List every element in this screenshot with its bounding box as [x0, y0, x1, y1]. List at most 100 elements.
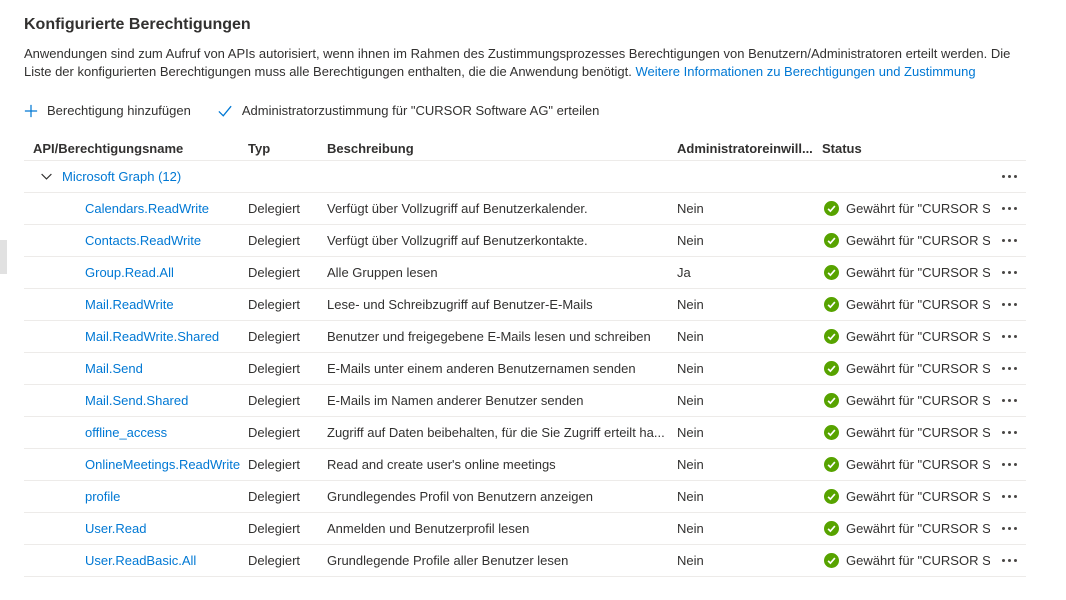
permission-name-cell: Mail.Send — [24, 361, 248, 376]
admin-consent-value: Nein — [677, 201, 704, 216]
ellipsis-icon — [1001, 431, 1017, 434]
permission-description: Grundlegendes Profil von Benutzern anzei… — [327, 489, 593, 504]
granted-check-icon — [824, 233, 839, 248]
row-menu-button[interactable] — [992, 161, 1026, 192]
permission-name-cell: Mail.Send.Shared — [24, 393, 248, 408]
row-menu-button[interactable] — [992, 289, 1026, 320]
permission-name-link[interactable]: Mail.Send — [85, 361, 143, 376]
permission-status: Gewährt für "CURSOR S... — [822, 233, 992, 248]
permission-row[interactable]: User.ReadBasic.All Delegiert Grundlegend… — [24, 545, 1026, 577]
permission-name-cell: profile — [24, 489, 248, 504]
granted-check-icon — [824, 201, 839, 216]
permission-name-link[interactable]: Group.Read.All — [85, 265, 174, 280]
permission-status: Gewährt für "CURSOR S... — [822, 201, 992, 216]
permission-description: Verfügt über Vollzugriff auf Benutzerkal… — [327, 201, 588, 216]
row-menu-button[interactable] — [992, 481, 1026, 512]
permission-description: Verfügt über Vollzugriff auf Benutzerkon… — [327, 233, 588, 248]
permission-row[interactable]: OnlineMeetings.ReadWrite Delegiert Read … — [24, 449, 1026, 481]
permission-name-link[interactable]: Mail.ReadWrite — [85, 297, 174, 312]
permission-name-link[interactable]: Contacts.ReadWrite — [85, 233, 202, 248]
row-menu-button[interactable] — [992, 257, 1026, 288]
permission-name-link[interactable]: User.ReadBasic.All — [85, 553, 197, 568]
status-text: Gewährt für "CURSOR S... — [846, 521, 990, 536]
permission-name-link[interactable]: OnlineMeetings.ReadWrite — [85, 457, 241, 472]
permission-status: Gewährt für "CURSOR S... — [822, 361, 992, 376]
permission-type: Delegiert — [248, 201, 301, 216]
permission-row[interactable]: profile Delegiert Grundlegendes Profil v… — [24, 481, 1026, 513]
row-menu-button[interactable] — [992, 385, 1026, 416]
permission-name-cell: offline_access — [24, 425, 248, 440]
granted-check-icon — [824, 361, 839, 376]
chevron-down-icon — [40, 170, 53, 183]
status-text: Gewährt für "CURSOR S... — [846, 393, 990, 408]
permission-name-cell: Contacts.ReadWrite — [24, 233, 248, 248]
permission-name-cell: User.Read — [24, 521, 248, 536]
permission-type: Delegiert — [248, 265, 301, 280]
admin-consent-value: Nein — [677, 329, 704, 344]
plus-icon — [24, 104, 38, 118]
permission-row[interactable]: Calendars.ReadWrite Delegiert Verfügt üb… — [24, 193, 1026, 225]
permission-row[interactable]: User.Read Delegiert Anmelden und Benutze… — [24, 513, 1026, 545]
add-permission-button[interactable]: Berechtigung hinzufügen — [24, 101, 195, 120]
ellipsis-icon — [1001, 207, 1017, 210]
row-menu-button[interactable] — [992, 193, 1026, 224]
column-header-api-name: API/Berechtigungsname — [33, 140, 184, 156]
status-text: Gewährt für "CURSOR S... — [846, 457, 990, 472]
permission-name-link[interactable]: profile — [85, 489, 121, 504]
permission-name-link[interactable]: User.Read — [85, 521, 147, 536]
api-group-row-microsoft-graph[interactable]: Microsoft Graph (12) — [24, 161, 1026, 193]
learn-more-link[interactable]: Weitere Informationen zu Berechtigungen … — [635, 64, 976, 79]
row-menu-button[interactable] — [992, 545, 1026, 576]
left-scrollbar-fragment[interactable] — [0, 240, 7, 274]
status-text: Gewährt für "CURSOR S... — [846, 297, 990, 312]
status-text: Gewährt für "CURSOR S... — [846, 489, 990, 504]
granted-check-icon — [824, 265, 839, 280]
permission-name-link[interactable]: Mail.ReadWrite.Shared — [85, 329, 220, 344]
row-menu-button[interactable] — [992, 353, 1026, 384]
row-menu-button[interactable] — [992, 225, 1026, 256]
permission-type: Delegiert — [248, 425, 301, 440]
permission-row[interactable]: Mail.ReadWrite.Shared Delegiert Benutzer… — [24, 321, 1026, 353]
permission-name-cell: Group.Read.All — [24, 265, 248, 280]
permission-row[interactable]: Mail.ReadWrite Delegiert Lese- und Schre… — [24, 289, 1026, 321]
row-menu-button[interactable] — [992, 449, 1026, 480]
permission-type: Delegiert — [248, 457, 301, 472]
permission-description: E-Mails unter einem anderen Benutzername… — [327, 361, 636, 376]
permission-row[interactable]: Mail.Send Delegiert E-Mails unter einem … — [24, 353, 1026, 385]
status-text: Gewährt für "CURSOR S... — [846, 553, 990, 568]
grant-admin-consent-button[interactable]: Administratorzustimmung für "CURSOR Soft… — [217, 101, 603, 120]
permission-status: Gewährt für "CURSOR S... — [822, 265, 992, 280]
permission-type: Delegiert — [248, 489, 301, 504]
row-menu-button[interactable] — [992, 513, 1026, 544]
permission-name-link[interactable]: offline_access — [85, 425, 168, 440]
permission-row[interactable]: Contacts.ReadWrite Delegiert Verfügt übe… — [24, 225, 1026, 257]
permission-type: Delegiert — [248, 329, 301, 344]
permission-description: Alle Gruppen lesen — [327, 265, 438, 280]
granted-check-icon — [824, 425, 839, 440]
admin-consent-value: Nein — [677, 521, 704, 536]
granted-check-icon — [824, 521, 839, 536]
permission-status: Gewährt für "CURSOR S... — [822, 329, 992, 344]
permission-row[interactable]: offline_access Delegiert Zugriff auf Dat… — [24, 417, 1026, 449]
row-menu-button[interactable] — [992, 321, 1026, 352]
permission-row[interactable]: Group.Read.All Delegiert Alle Gruppen le… — [24, 257, 1026, 289]
permission-status: Gewährt für "CURSOR S... — [822, 489, 992, 504]
granted-check-icon — [824, 553, 839, 568]
add-permission-label: Berechtigung hinzufügen — [47, 103, 191, 118]
api-group-label: Microsoft Graph (12) — [62, 169, 182, 184]
column-header-admin-consent: Administratoreinwill... — [677, 140, 813, 156]
permission-type: Delegiert — [248, 553, 301, 568]
permission-status: Gewährt für "CURSOR S... — [822, 393, 992, 408]
ellipsis-icon — [1001, 271, 1017, 274]
permission-name-cell: OnlineMeetings.ReadWrite — [24, 457, 248, 472]
permission-status: Gewährt für "CURSOR S... — [822, 521, 992, 536]
permission-name-link[interactable]: Mail.Send.Shared — [85, 393, 189, 408]
permission-description: Grundlegende Profile aller Benutzer lese… — [327, 553, 569, 568]
row-menu-button[interactable] — [992, 417, 1026, 448]
permission-row[interactable]: Mail.Send.Shared Delegiert E-Mails im Na… — [24, 385, 1026, 417]
permission-description: Read and create user's online meetings — [327, 457, 556, 472]
permission-description: Benutzer und freigegebene E-Mails lesen … — [327, 329, 651, 344]
permission-name-link[interactable]: Calendars.ReadWrite — [85, 201, 210, 216]
column-header-status: Status — [822, 140, 862, 156]
